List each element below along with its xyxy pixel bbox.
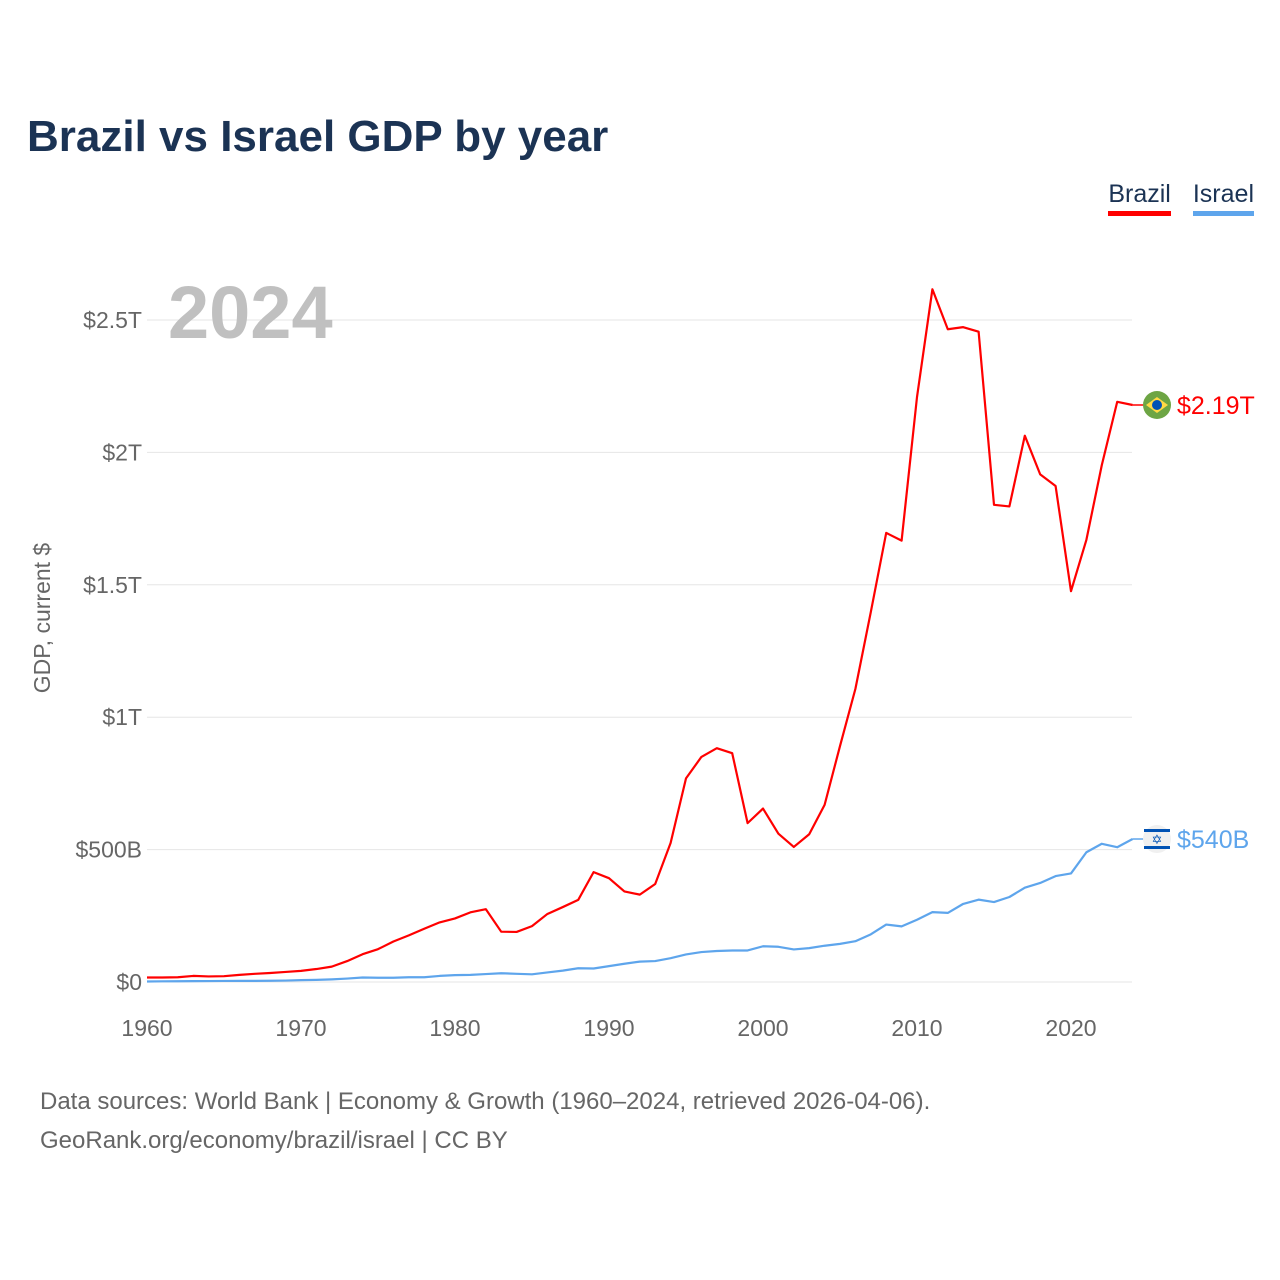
flag-stripe: [1144, 829, 1170, 833]
chart-title: Brazil vs Israel GDP by year: [27, 112, 609, 161]
end-value-label: $2.19T: [1177, 392, 1255, 420]
end-value-label: $540B: [1177, 826, 1249, 854]
y-tick-label: $1.5T: [83, 572, 142, 598]
source-link[interactable]: GeoRank.org/economy/brazil/israel | CC B…: [40, 1127, 508, 1154]
y-axis-label: GDP, current $: [29, 543, 55, 694]
y-tick-label: $0: [116, 969, 142, 995]
star-of-david: ✡: [1152, 832, 1163, 847]
israel-flag-icon: ✡: [1143, 825, 1171, 854]
legend-israel[interactable]: Israel: [1192, 180, 1254, 216]
series-line-israel: [146, 838, 1134, 983]
x-tick-label: 1960: [121, 1015, 172, 1041]
y-tick-label: $2T: [102, 439, 142, 465]
data-source-text: Data sources: World Bank | Economy & Gro…: [40, 1088, 931, 1115]
legend: Brazil Israel: [1108, 180, 1254, 216]
legend-brazil[interactable]: Brazil: [1108, 180, 1171, 216]
year-watermark: 2024: [168, 271, 333, 354]
y-tick-label: $1T: [102, 704, 142, 730]
brazil-flag-icon: [1143, 391, 1171, 420]
x-tick-label: 2010: [891, 1015, 942, 1041]
x-tick-label: 1990: [583, 1015, 634, 1041]
x-tick-label: 2020: [1045, 1015, 1096, 1041]
y-tick-label: $500B: [75, 837, 142, 863]
x-tick-label: 2000: [737, 1015, 788, 1041]
footer: Data sources: World Bank | Economy & Gro…: [40, 1082, 930, 1160]
x-tick-label: 1970: [275, 1015, 326, 1041]
flag-stripe: [1144, 846, 1170, 850]
x-tick-label: 1980: [429, 1015, 480, 1041]
flag-globe: [1152, 400, 1162, 411]
series-line-brazil: [147, 288, 1133, 979]
y-tick-label: $2.5T: [83, 307, 142, 333]
